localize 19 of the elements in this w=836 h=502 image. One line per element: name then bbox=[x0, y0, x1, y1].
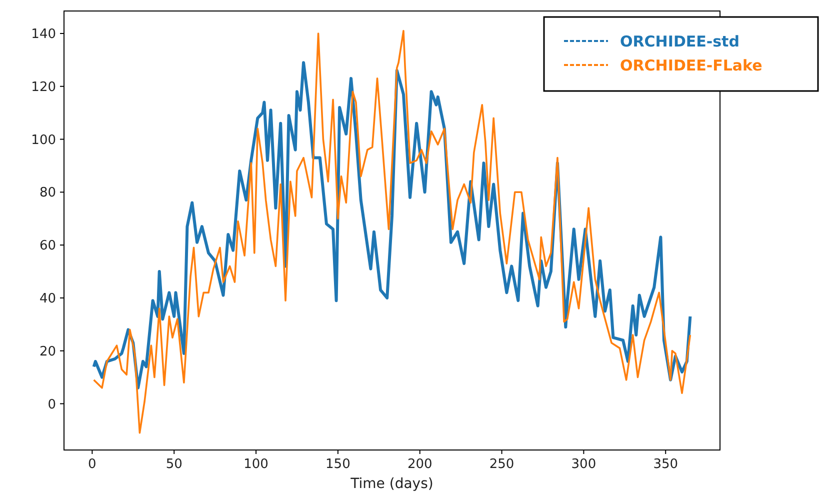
y-tick-label: 140 bbox=[31, 27, 56, 42]
y-tick-label: 60 bbox=[39, 238, 56, 254]
y-tick-label: 20 bbox=[39, 344, 56, 360]
y-tick-label: 0 bbox=[48, 397, 56, 412]
y-tick-label: 80 bbox=[39, 186, 56, 201]
x-tick-label: 150 bbox=[326, 457, 350, 472]
x-tick-label: 350 bbox=[653, 457, 678, 472]
legend-label: ORCHIDEE-FLake bbox=[620, 56, 762, 74]
legend-label: ORCHIDEE-std bbox=[620, 32, 740, 50]
x-axis-title: Time (days) bbox=[350, 476, 434, 492]
x-tick-label: 300 bbox=[571, 457, 596, 472]
y-tick-label: 40 bbox=[39, 291, 56, 306]
y-tick-label: 100 bbox=[31, 132, 56, 148]
x-tick-label: 100 bbox=[244, 457, 268, 472]
x-tick-label: 50 bbox=[166, 457, 182, 472]
x-tick-label: 0 bbox=[88, 457, 96, 472]
x-tick-label: 200 bbox=[407, 457, 432, 472]
y-tick-label: 120 bbox=[31, 80, 56, 95]
x-tick-label: 250 bbox=[489, 457, 514, 472]
